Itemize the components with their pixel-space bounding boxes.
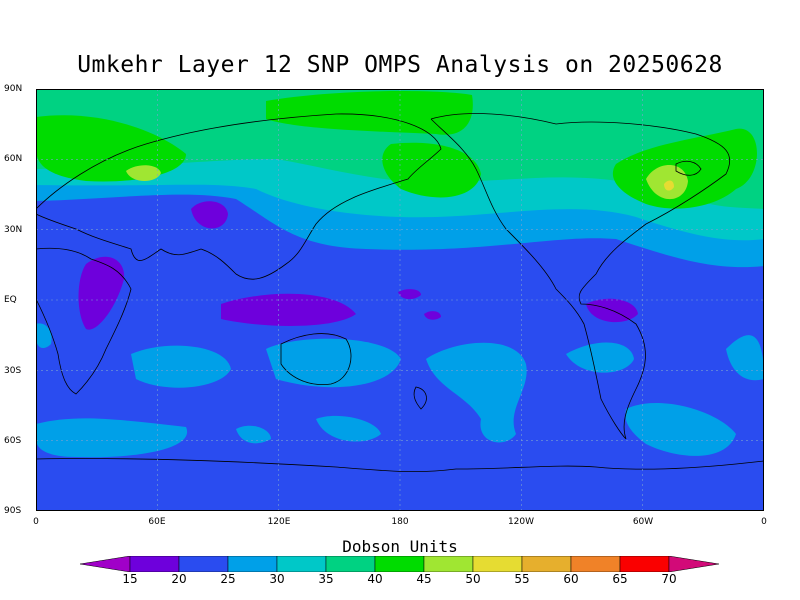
colorbar — [80, 556, 720, 572]
colorbar-level-label: 20 — [171, 572, 187, 586]
colorbar-swatch — [227, 556, 278, 572]
colorbar-swatch — [570, 556, 621, 572]
lon-label: 120E — [267, 517, 291, 527]
colorbar-swatch — [129, 556, 180, 572]
lat-label: 90N — [4, 84, 23, 94]
colorbar-level-label: 25 — [220, 572, 236, 586]
colorbar-level-label: 70 — [661, 572, 677, 586]
colorbar-swatch — [276, 556, 327, 572]
colorbar-level-label: 45 — [416, 572, 432, 586]
colorbar-swatch — [423, 556, 474, 572]
colorbar-swatch — [325, 556, 376, 572]
lat-label: 30S — [4, 366, 22, 376]
lat-label: 60N — [4, 154, 23, 164]
ozone-map — [36, 89, 764, 511]
colorbar-level-label: 30 — [269, 572, 285, 586]
coastlines — [36, 113, 764, 473]
lat-label: EQ — [4, 295, 17, 305]
colorbar-swatch — [374, 556, 425, 572]
lon-label: 180 — [391, 517, 409, 527]
colorbar-level-label: 40 — [367, 572, 383, 586]
lat-label: 60S — [4, 436, 22, 446]
colorbar-level-label: 60 — [563, 572, 579, 586]
map-title: Umkehr Layer 12 SNP OMPS Analysis on 202… — [77, 52, 723, 78]
colorbar-swatch — [521, 556, 572, 572]
lon-label: 0 — [33, 517, 39, 527]
lat-label: 30N — [4, 225, 23, 235]
colorbar-swatch — [472, 556, 523, 572]
colorbar-level-label: 55 — [514, 572, 530, 586]
colorbar-swatch — [80, 556, 131, 572]
colorbar-level-label: 35 — [318, 572, 334, 586]
graticule — [36, 89, 764, 511]
colorbar-swatch — [668, 556, 720, 572]
lon-label: 60E — [148, 517, 166, 527]
lon-label: 120W — [507, 517, 535, 527]
colorbar-level-label: 50 — [465, 572, 481, 586]
colorbar-swatch — [178, 556, 229, 572]
units-label: Dobson Units — [342, 537, 458, 556]
lon-label: 60W — [632, 517, 654, 527]
lon-label: 0 — [761, 517, 767, 527]
colorbar-level-label: 65 — [612, 572, 628, 586]
lat-label: 90S — [4, 506, 22, 516]
colorbar-level-label: 15 — [122, 572, 138, 586]
colorbar-swatch — [619, 556, 670, 572]
